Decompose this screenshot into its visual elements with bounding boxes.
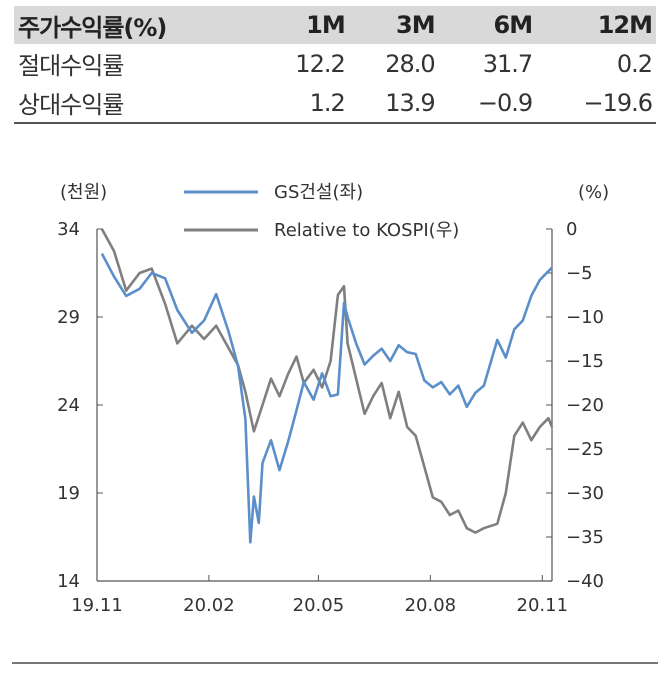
x-tick-label: 20.02: [183, 595, 235, 616]
series-layer: [100, 228, 554, 544]
x-axis: 19.11 20.02 20.05 20.08 20.11: [71, 575, 568, 616]
table-cell: 13.9: [348, 83, 439, 124]
table-row-absolute: 절대수익률 12.2 28.0 31.7 0.2: [14, 44, 656, 83]
left-tick-label: 24: [57, 395, 80, 416]
left-tick-label: 14: [57, 571, 80, 592]
right-axis-unit: (%): [578, 182, 609, 203]
table-header-6m: 6M: [493, 11, 534, 39]
x-tick-label: 20.08: [405, 595, 457, 616]
table-header-label: 주가수익률(%): [18, 13, 167, 42]
row-label: 절대수익률: [18, 52, 124, 80]
right-tick-label: −40: [566, 571, 604, 592]
right-tick-label: −25: [566, 439, 604, 460]
right-tick-label: −30: [566, 483, 604, 504]
left-tick-label: 29: [57, 307, 80, 328]
returns-table-wrap: 주가수익률(%) 1M 3M 6M 12M 절대수익률 12.2 28.0 31…: [14, 6, 656, 124]
left-tick-label: 34: [57, 219, 80, 240]
table-cell: 28.0: [385, 49, 435, 78]
left-axis: 34 29 24 19 14: [57, 219, 103, 592]
table-header-3m: 3M: [396, 11, 436, 39]
table-header-row: 주가수익률(%) 1M 3M 6M 12M: [14, 6, 656, 44]
right-tick-label: −5: [566, 263, 593, 284]
table-row-relative: 상대수익률 1.2 13.9 −0.9 −19.6: [14, 83, 656, 124]
table-header-1m: 1M: [306, 11, 346, 39]
table-cell: −0.9: [438, 83, 537, 124]
left-axis-unit: (천원): [60, 182, 107, 203]
left-tick-label: 19: [57, 483, 80, 504]
right-tick-label: 0: [566, 219, 577, 240]
legend-label-gs: GS건설(좌): [274, 182, 363, 203]
table-cell: −19.6: [536, 83, 656, 124]
series-line-gs: [100, 252, 553, 544]
table-cell: 1.2: [258, 83, 349, 124]
bottom-rule: [12, 662, 658, 664]
right-tick-label: −15: [566, 351, 604, 372]
right-tick-label: −20: [566, 395, 604, 416]
returns-table: 주가수익률(%) 1M 3M 6M 12M 절대수익률 12.2 28.0 31…: [14, 6, 656, 124]
table-cell: 31.7: [482, 49, 533, 78]
x-tick-label: 20.05: [293, 595, 345, 616]
right-axis: 0 −5 −10 −15 −20 −25 −30 −35 −40: [546, 219, 604, 592]
right-tick-label: −35: [566, 527, 604, 548]
table-header-12m: 12M: [597, 11, 653, 39]
x-tick-label: 20.11: [517, 595, 569, 616]
table-cell: 0.2: [616, 49, 653, 78]
x-tick-label: 19.11: [71, 595, 123, 616]
legend-label-kospi: Relative to KOSPI(우): [274, 220, 459, 241]
table-cell: 12.2: [295, 49, 345, 78]
row-label: 상대수익률: [14, 83, 259, 124]
right-tick-label: −10: [566, 307, 604, 328]
price-chart: (천원) (%) GS건설(좌) Relative to KOSPI(우) 34…: [57, 182, 609, 616]
